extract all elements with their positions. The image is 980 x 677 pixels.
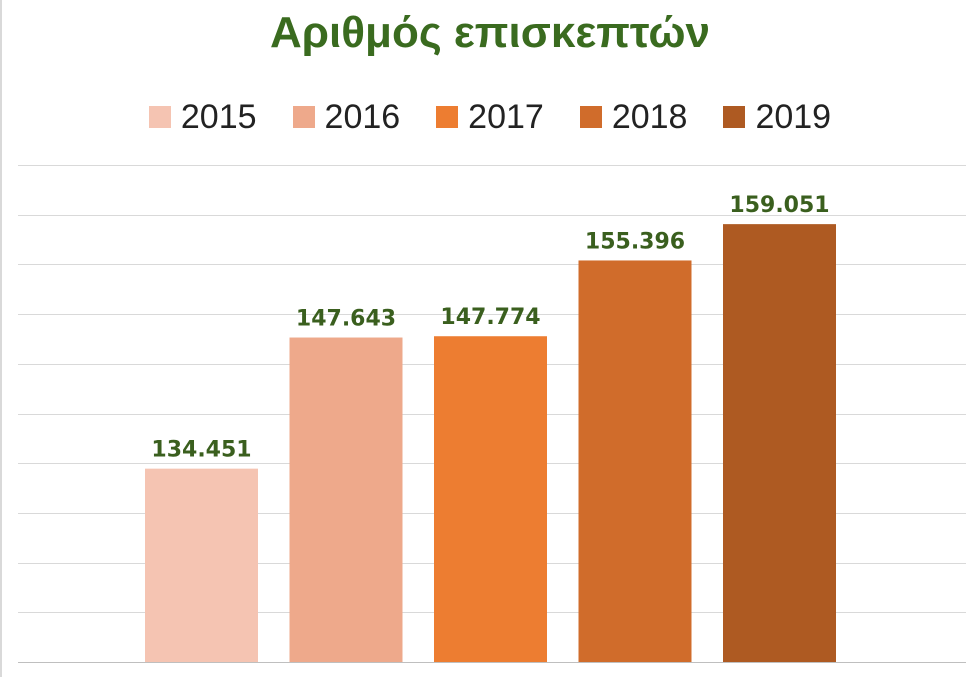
data-label-2018: 155.396 [585, 229, 685, 254]
legend-item-2016: 2016 [292, 97, 401, 137]
legend-label: 2018 [611, 97, 688, 136]
legend-item-2017: 2017 [436, 98, 544, 137]
legend-label: 2019 [755, 97, 832, 136]
legend-label: 2016 [324, 97, 401, 136]
legend-swatch [579, 106, 602, 128]
bar-2018 [578, 260, 692, 662]
legend-item-2019: 2019 [723, 98, 831, 137]
chart-legend: 2015 2016 2017 2018 2019 [0, 92, 980, 142]
data-label-2016: 147.643 [296, 307, 396, 332]
data-label-2017: 147.774 [440, 305, 540, 330]
data-label-2019: 159.051 [729, 193, 829, 218]
data-label-2015: 134.451 [151, 438, 251, 463]
legend-item-2018: 2018 [579, 97, 688, 137]
legend-swatch [436, 106, 459, 128]
legend-item-2015: 2015 [148, 97, 257, 137]
legend-label: 2015 [180, 97, 257, 136]
bar-2015 [145, 468, 258, 662]
chart-left-border [0, 0, 2, 677]
legend-swatch [148, 106, 171, 128]
bar-2017 [434, 336, 547, 662]
bar-2016 [289, 337, 403, 662]
legend-swatch [292, 106, 315, 128]
chart-title: Αριθμός επισκεπτών [270, 8, 710, 57]
legend-label: 2017 [468, 97, 544, 136]
legend-swatch [723, 106, 746, 128]
bar-2019 [723, 224, 836, 662]
